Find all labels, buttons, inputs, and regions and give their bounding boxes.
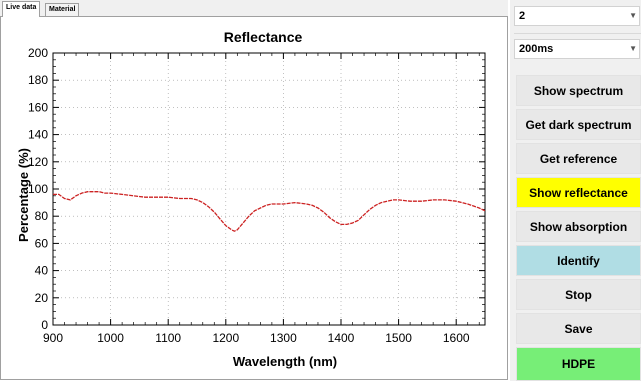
y-tick-label: 140 [28, 128, 48, 142]
y-tick-label: 20 [35, 291, 49, 305]
x-tick-label: 1100 [155, 331, 181, 345]
get-reference-button[interactable]: Get reference [516, 143, 641, 174]
x-tick-label: 900 [43, 331, 63, 345]
y-tick-label: 100 [28, 182, 48, 196]
identify-button[interactable]: Identify [516, 245, 641, 276]
y-tick-label: 80 [35, 209, 49, 223]
show-spectrum-button[interactable]: Show spectrum [516, 75, 641, 106]
y-tick-label: 0 [41, 318, 48, 332]
y-tick-label: 120 [28, 155, 48, 169]
chevron-down-icon: ▼ [629, 44, 637, 53]
tab-bar: Live data Material [0, 0, 508, 17]
x-tick-label: 1200 [212, 331, 239, 345]
x-tick-label: 1500 [385, 331, 412, 345]
chevron-down-icon: ▼ [629, 11, 637, 20]
tab-material[interactable]: Material [45, 3, 80, 16]
integration-time-select[interactable]: 200ms ▼ [514, 39, 640, 59]
show-reflectance-button[interactable]: Show reflectance [516, 177, 641, 208]
y-tick-labels: 0 20 40 60 80 100 120 140 160 180 200 [28, 46, 48, 332]
x-axis-label: Wavelength (nm) [233, 354, 337, 369]
stop-button[interactable]: Stop [516, 279, 641, 310]
divider [514, 33, 641, 34]
x-tick-label: 1300 [270, 331, 297, 345]
tab-live-data[interactable]: Live data [2, 1, 41, 17]
save-button[interactable]: Save [516, 313, 641, 344]
y-tick-label: 40 [35, 264, 49, 278]
y-axis-label: Percentage (%) [16, 148, 31, 242]
y-tick-label: 180 [28, 73, 48, 87]
control-panel: 2 ▼ 200ms ▼ Show spectrum Get dark spect… [510, 0, 641, 381]
y-tick-label: 160 [28, 100, 48, 114]
get-dark-spectrum-button[interactable]: Get dark spectrum [516, 109, 641, 140]
reflectance-series-line [53, 191, 486, 232]
scan-count-value: 2 [519, 10, 526, 22]
scan-count-select[interactable]: 2 ▼ [514, 6, 640, 26]
plot-area-frame [52, 52, 486, 326]
reflectance-chart: 0 20 40 60 80 100 120 140 160 180 200 900 1000 1100 1… [16, 29, 486, 369]
x-tick-labels: 900 1000 1100 1200 1300 1400 1500 1600 [43, 331, 470, 345]
y-tick-label: 60 [35, 236, 49, 250]
chart-grid [53, 53, 485, 325]
x-tick-label: 1000 [97, 331, 124, 345]
result-material-label: HDPE [516, 347, 641, 381]
y-tick-label: 200 [28, 46, 48, 60]
show-absorption-button[interactable]: Show absorption [516, 211, 641, 242]
integration-time-value: 200ms [519, 43, 554, 55]
chart-panel: 0 20 40 60 80 100 120 140 160 180 200 900 1000 1100 1… [0, 16, 508, 380]
chart-title: Reflectance [224, 29, 303, 45]
x-tick-label: 1400 [328, 331, 355, 345]
x-tick-label: 1600 [443, 331, 470, 345]
